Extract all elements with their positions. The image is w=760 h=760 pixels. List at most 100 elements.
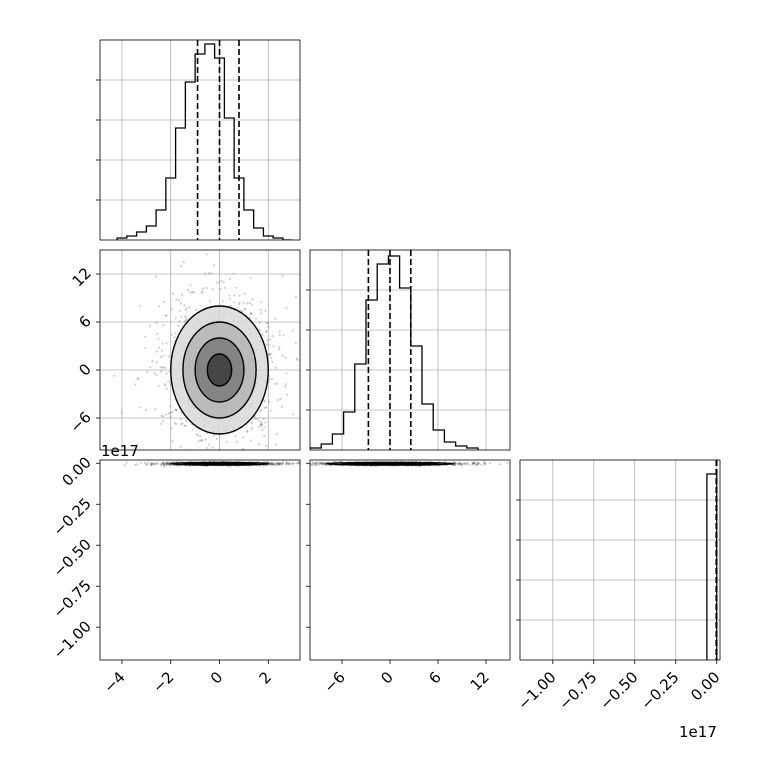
scatter-point xyxy=(296,461,299,465)
x-tick-label: −0.25 xyxy=(637,668,682,713)
scatter-point xyxy=(163,366,167,369)
scatter-point xyxy=(174,332,177,335)
scatter-point xyxy=(253,416,256,419)
scatter-point xyxy=(272,463,275,466)
scatter-point xyxy=(290,462,293,465)
scatter-point xyxy=(248,301,251,304)
scatter-point xyxy=(281,462,284,465)
scatter-point xyxy=(207,450,209,452)
scatter-point xyxy=(140,461,143,464)
scatter-point xyxy=(262,417,265,420)
scatter-point xyxy=(480,463,483,466)
scatter-point xyxy=(458,462,461,465)
scatter-point xyxy=(275,382,278,385)
scatter-point xyxy=(149,366,152,369)
scatter-point xyxy=(265,330,268,333)
scatter-point xyxy=(188,306,191,309)
scatter-point xyxy=(166,461,169,464)
scatter-point xyxy=(313,463,316,466)
scatter-point xyxy=(238,294,241,297)
scatter-point xyxy=(464,462,467,465)
scatter-point xyxy=(266,461,269,464)
scatter-point xyxy=(234,434,237,438)
scatter-point xyxy=(279,397,282,400)
scatter-point xyxy=(454,463,457,466)
hist-z-frame xyxy=(519,459,721,661)
scatter-point xyxy=(207,469,209,471)
scatter-point xyxy=(291,462,295,465)
scatter-point xyxy=(167,462,170,465)
scatter-point xyxy=(162,300,165,303)
scatter-point xyxy=(267,353,270,356)
scatter-point xyxy=(280,463,283,466)
scatter-point xyxy=(275,462,278,465)
scatter-point xyxy=(263,406,266,409)
scatter-point xyxy=(282,460,285,463)
scatter-point xyxy=(271,463,274,466)
scatter-point xyxy=(458,462,461,465)
scatter-point xyxy=(184,315,187,318)
scatter-point xyxy=(265,322,268,325)
scatter-point xyxy=(168,463,171,466)
scatter-point xyxy=(166,463,169,466)
scatter-point xyxy=(258,321,261,324)
scatter-point xyxy=(162,462,165,465)
scatter-point xyxy=(167,412,171,415)
scatter-point xyxy=(215,437,218,440)
scatter-point xyxy=(179,418,182,421)
scatter-point xyxy=(287,463,290,466)
scatter-point xyxy=(453,461,456,464)
scatter-point xyxy=(165,462,168,466)
scatter-point xyxy=(318,462,321,466)
scatter-point xyxy=(297,462,300,465)
x-tick-label: −2 xyxy=(149,668,177,696)
scatter-point xyxy=(153,463,156,466)
scatter-point xyxy=(316,463,319,466)
scatter-point xyxy=(472,462,475,465)
scatter-point xyxy=(268,380,271,383)
scatter-point xyxy=(265,444,268,447)
scatter-point xyxy=(165,462,168,466)
x-tick-label: −6 xyxy=(320,668,348,696)
scatter-point xyxy=(228,294,231,297)
scatter-point xyxy=(151,360,154,363)
scatter-point xyxy=(204,438,208,441)
y-tick-label: −6 xyxy=(66,408,94,436)
scatter-point xyxy=(250,429,253,432)
scatter-point xyxy=(310,462,312,465)
scatter-point xyxy=(145,408,148,411)
scatter-point xyxy=(149,464,152,467)
scatter-point xyxy=(286,461,289,464)
scatter-point xyxy=(285,462,288,465)
scatter-point xyxy=(292,462,295,465)
scatter-point xyxy=(225,440,229,443)
scatter-point xyxy=(185,316,188,319)
scatter-point xyxy=(271,335,274,338)
scatter-point xyxy=(159,463,162,466)
scatter-point xyxy=(466,461,469,464)
x-offset-label: 1e17 xyxy=(679,723,717,741)
scatter-point xyxy=(199,434,202,438)
scatter-point xyxy=(268,462,271,465)
scatter-point xyxy=(168,463,171,466)
scatter-point xyxy=(279,462,282,465)
scatter-point xyxy=(186,458,188,460)
scatter-point xyxy=(321,462,324,465)
joint-xy-content xyxy=(113,253,299,471)
scatter-point xyxy=(157,337,160,340)
scatter-point xyxy=(302,462,304,464)
scatter-point xyxy=(179,302,183,305)
scatter-point xyxy=(136,377,139,380)
x-tick-label: −0.75 xyxy=(555,668,600,713)
scatter-point xyxy=(162,366,165,369)
scatter-point xyxy=(173,336,176,339)
scatter-point xyxy=(285,462,288,465)
scatter-point xyxy=(469,463,472,466)
scatter-point xyxy=(259,422,262,425)
scatter-point xyxy=(113,374,116,377)
scatter-point xyxy=(271,462,274,466)
scatter-point xyxy=(205,287,208,290)
scatter-point xyxy=(270,462,273,465)
scatter-point xyxy=(472,463,475,466)
scatter-point xyxy=(174,317,177,320)
